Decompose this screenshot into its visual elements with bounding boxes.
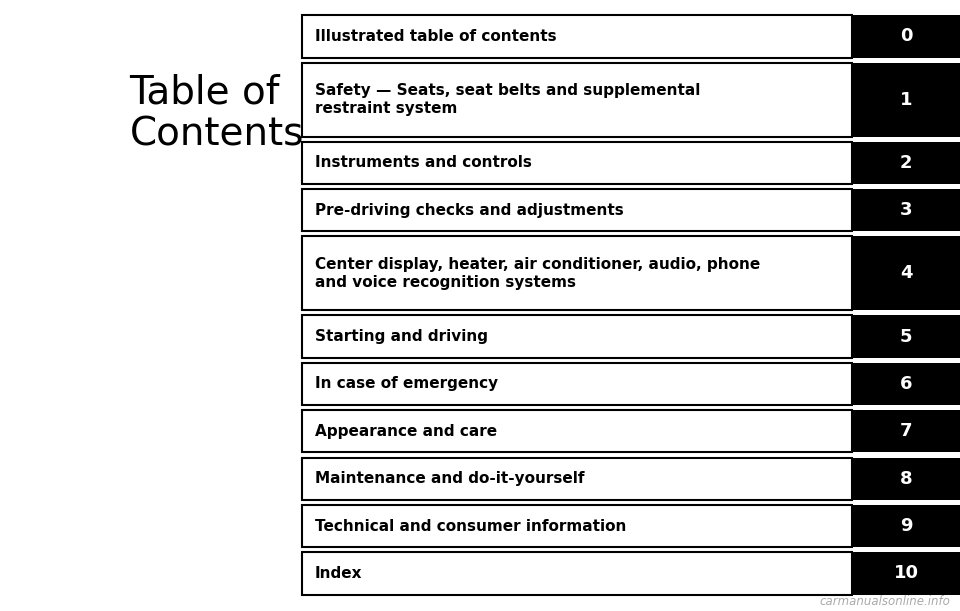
FancyBboxPatch shape xyxy=(302,363,852,405)
Text: 3: 3 xyxy=(900,201,913,219)
FancyBboxPatch shape xyxy=(852,315,960,357)
Text: Index: Index xyxy=(315,566,362,581)
Text: Table of
Contents: Table of Contents xyxy=(130,73,304,154)
Text: In case of emergency: In case of emergency xyxy=(315,376,498,392)
Text: Technical and consumer information: Technical and consumer information xyxy=(315,519,626,533)
FancyBboxPatch shape xyxy=(852,236,960,310)
FancyBboxPatch shape xyxy=(852,505,960,547)
FancyBboxPatch shape xyxy=(302,552,852,595)
FancyBboxPatch shape xyxy=(302,189,852,232)
FancyBboxPatch shape xyxy=(302,63,852,137)
Text: 6: 6 xyxy=(900,375,913,393)
Text: Starting and driving: Starting and driving xyxy=(315,329,488,344)
Text: Pre-driving checks and adjustments: Pre-driving checks and adjustments xyxy=(315,203,624,218)
Text: 10: 10 xyxy=(894,565,919,582)
Text: Safety — Seats, seat belts and supplemental
restraint system: Safety — Seats, seat belts and supplemen… xyxy=(315,83,700,117)
Text: 9: 9 xyxy=(900,517,913,535)
FancyBboxPatch shape xyxy=(852,189,960,232)
FancyBboxPatch shape xyxy=(852,363,960,405)
Text: Maintenance and do-it-yourself: Maintenance and do-it-yourself xyxy=(315,471,585,486)
Text: 7: 7 xyxy=(900,422,913,441)
Text: Illustrated table of contents: Illustrated table of contents xyxy=(315,29,557,44)
FancyBboxPatch shape xyxy=(852,142,960,184)
Text: Instruments and controls: Instruments and controls xyxy=(315,155,532,170)
FancyBboxPatch shape xyxy=(852,552,960,595)
Text: Center display, heater, air conditioner, audio, phone
and voice recognition syst: Center display, heater, air conditioner,… xyxy=(315,257,760,290)
FancyBboxPatch shape xyxy=(302,142,852,184)
FancyBboxPatch shape xyxy=(852,410,960,452)
FancyBboxPatch shape xyxy=(302,315,852,357)
FancyBboxPatch shape xyxy=(852,15,960,57)
FancyBboxPatch shape xyxy=(302,15,852,57)
FancyBboxPatch shape xyxy=(302,505,852,547)
FancyBboxPatch shape xyxy=(852,458,960,500)
Text: 5: 5 xyxy=(900,327,913,346)
Text: 1: 1 xyxy=(900,90,913,109)
Text: 2: 2 xyxy=(900,154,913,172)
Text: 4: 4 xyxy=(900,265,913,282)
FancyBboxPatch shape xyxy=(302,458,852,500)
Text: 0: 0 xyxy=(900,27,913,45)
Text: carmanualsonline.info: carmanualsonline.info xyxy=(820,595,950,608)
FancyBboxPatch shape xyxy=(302,410,852,452)
Text: 8: 8 xyxy=(900,470,913,488)
FancyBboxPatch shape xyxy=(852,63,960,137)
FancyBboxPatch shape xyxy=(302,236,852,310)
Text: Appearance and care: Appearance and care xyxy=(315,424,497,439)
